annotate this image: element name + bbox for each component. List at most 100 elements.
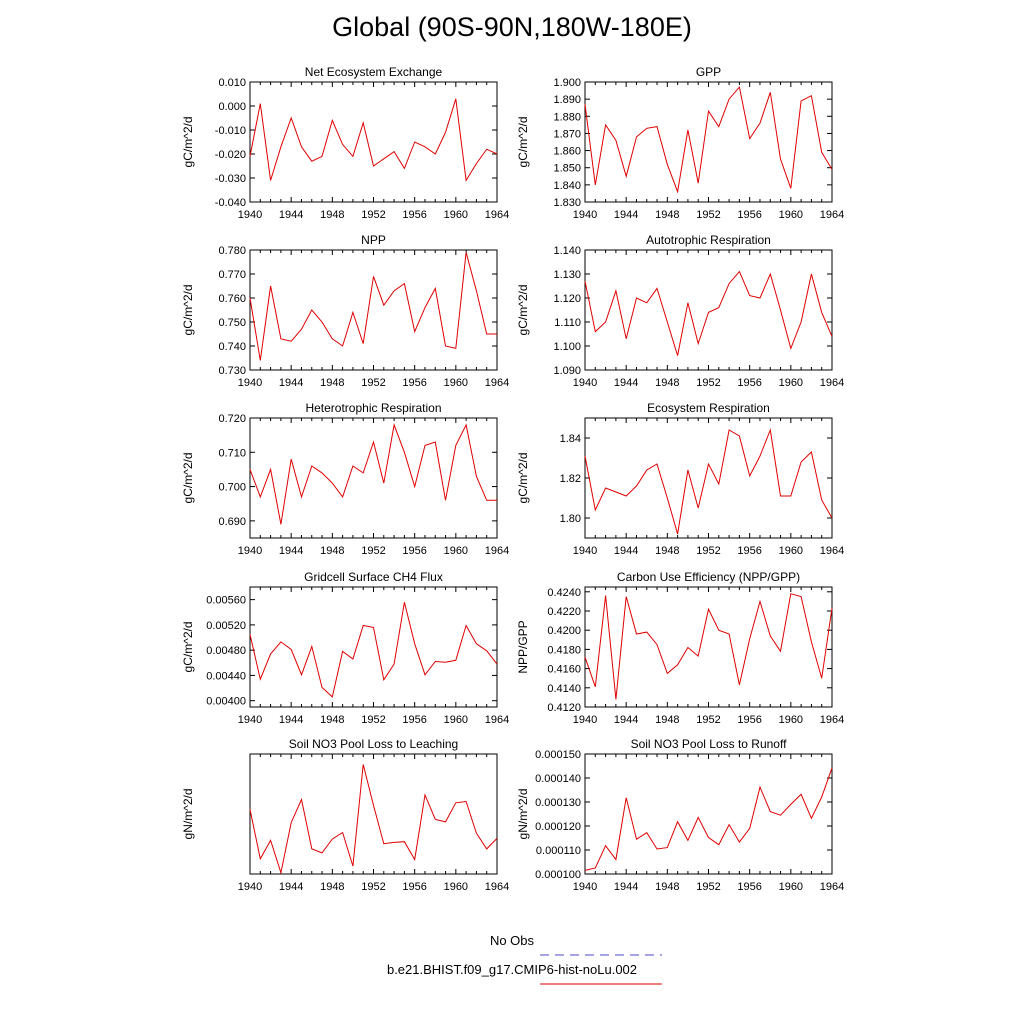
x-tick-label: 1964 xyxy=(485,881,509,893)
y-tick-label: 0.00520 xyxy=(206,620,246,632)
y-tick-label: -0.020 xyxy=(215,149,246,161)
x-tick-label: 1960 xyxy=(779,714,803,726)
x-tick-label: 1948 xyxy=(320,209,344,221)
y-tick-label: 0.00440 xyxy=(206,670,246,682)
y-tick-label: 1.82 xyxy=(560,473,581,485)
y-tick-label: 1.860 xyxy=(553,146,581,158)
x-tick-label: 1964 xyxy=(820,209,844,221)
y-tick-label: 0.730 xyxy=(218,365,246,377)
panel-title: Carbon Use Efficiency (NPP/GPP) xyxy=(617,570,800,584)
y-axis-label: gN/m^2/d xyxy=(181,789,195,840)
x-tick-label: 1940 xyxy=(573,545,597,557)
y-tick-label: 1.090 xyxy=(553,365,581,377)
x-tick-label: 1964 xyxy=(820,377,844,389)
y-tick-label: 0.4180 xyxy=(547,644,581,656)
x-tick-label: 1952 xyxy=(696,209,720,221)
y-tick-label: 1.84 xyxy=(560,433,581,445)
series-line xyxy=(249,764,498,875)
plot-frame xyxy=(249,417,498,539)
x-tick-label: 1964 xyxy=(485,714,509,726)
y-tick-label: 0.700 xyxy=(218,482,246,494)
y-tick-label: 0.720 xyxy=(218,413,246,425)
x-tick-label: 1948 xyxy=(320,881,344,893)
x-tick-label: 1956 xyxy=(737,714,761,726)
x-tick-label: 1948 xyxy=(320,714,344,726)
x-tick-label: 1956 xyxy=(737,377,761,389)
plot-frame xyxy=(584,586,833,708)
y-tick-label: -0.040 xyxy=(215,197,246,209)
y-tick-label: 1.140 xyxy=(553,245,581,257)
x-tick-label: 1944 xyxy=(614,377,638,389)
x-tick-label: 1944 xyxy=(614,881,638,893)
x-tick-label: 1960 xyxy=(444,209,468,221)
chart-panel-10: Soil NO3 Pool Loss to Runoff gN/m^2/d 1940… xyxy=(516,737,844,893)
y-tick-label: 1.870 xyxy=(553,128,581,140)
series-line xyxy=(584,593,833,700)
x-tick-label: 1956 xyxy=(737,545,761,557)
x-tick-label: 1952 xyxy=(361,881,385,893)
x-tick-label: 1940 xyxy=(238,881,262,893)
x-tick-label: 1964 xyxy=(485,545,509,557)
x-tick-label: 1940 xyxy=(573,714,597,726)
x-tick-label: 1956 xyxy=(402,881,426,893)
y-tick-label: 0.740 xyxy=(218,341,246,353)
x-tick-label: 1948 xyxy=(655,377,679,389)
y-tick-label: 0.000130 xyxy=(535,797,581,809)
panel-title: Heterotrophic Respiration xyxy=(305,401,441,415)
x-tick-label: 1948 xyxy=(655,545,679,557)
x-tick-label: 1940 xyxy=(238,714,262,726)
y-tick-label: 0.4220 xyxy=(547,606,581,618)
y-tick-label: 1.120 xyxy=(553,293,581,305)
x-tick-label: 1960 xyxy=(779,209,803,221)
y-tick-label: 1.130 xyxy=(553,269,581,281)
x-tick-label: 1952 xyxy=(361,209,385,221)
chart-panel-8: Carbon Use Efficiency (NPP/GPP) NPP/GPP 19… xyxy=(516,570,844,726)
y-tick-label: 1.110 xyxy=(554,317,581,329)
plot-frame xyxy=(584,81,833,203)
x-tick-label: 1956 xyxy=(737,881,761,893)
y-tick-label: 0.000150 xyxy=(535,749,581,761)
x-tick-label: 1952 xyxy=(361,714,385,726)
y-tick-label: 0.00480 xyxy=(206,645,246,657)
y-tick-label: 0.000120 xyxy=(535,821,581,833)
chart-panel-4: Autotrophic Respiration gC/m^2/d 1940 1944 1… xyxy=(516,233,844,389)
y-tick-label: 0.4140 xyxy=(547,683,581,695)
x-tick-label: 1960 xyxy=(444,714,468,726)
x-tick-label: 1964 xyxy=(485,377,509,389)
y-tick-label: 1.840 xyxy=(553,180,581,192)
x-tick-label: 1940 xyxy=(573,881,597,893)
x-tick-label: 1944 xyxy=(279,209,303,221)
chart-panel-1: Net Ecosystem Exchange gC/m^2/d 1940 1944 19… xyxy=(181,65,509,221)
x-tick-label: 1944 xyxy=(279,545,303,557)
x-tick-label: 1940 xyxy=(573,209,597,221)
y-tick-label: 0.750 xyxy=(218,317,246,329)
y-axis-label: gC/m^2/d xyxy=(181,117,195,168)
y-tick-label: 0.010 xyxy=(218,77,246,89)
x-tick-label: 1952 xyxy=(696,545,720,557)
plot-frame xyxy=(584,753,833,875)
panel-title: NPP xyxy=(361,233,386,247)
y-axis-label: gC/m^2/d xyxy=(516,453,530,504)
y-tick-label: 0.00560 xyxy=(206,595,246,607)
x-tick-label: 1940 xyxy=(238,545,262,557)
series-line xyxy=(584,767,833,871)
series-line xyxy=(584,270,833,356)
y-tick-label: 1.880 xyxy=(553,111,581,123)
legend-model-label: b.e21.BHIST.f09_g17.CMIP6-hist-noLu.002 xyxy=(386,962,638,977)
y-tick-label: 1.100 xyxy=(553,341,581,353)
plot-frame xyxy=(249,753,498,875)
legend-obs-label: No Obs xyxy=(489,933,535,948)
x-tick-label: 1952 xyxy=(361,377,385,389)
x-tick-label: 1948 xyxy=(655,881,679,893)
plot-frame xyxy=(249,81,498,203)
x-tick-label: 1952 xyxy=(696,881,720,893)
x-tick-label: 1948 xyxy=(655,714,679,726)
x-tick-label: 1964 xyxy=(485,209,509,221)
y-tick-label: 1.890 xyxy=(553,94,581,106)
y-axis-label: gC/m^2/d xyxy=(181,622,195,673)
chart-panel-2: GPP gC/m^2/d 1940 1944 1948 1952 1956 1960 1964 1… xyxy=(516,65,844,221)
chart-panel-9: Soil NO3 Pool Loss to Leaching gN/m^2/d 19… xyxy=(181,737,509,893)
x-tick-label: 1948 xyxy=(320,377,344,389)
y-tick-label: 0.4120 xyxy=(547,702,581,714)
